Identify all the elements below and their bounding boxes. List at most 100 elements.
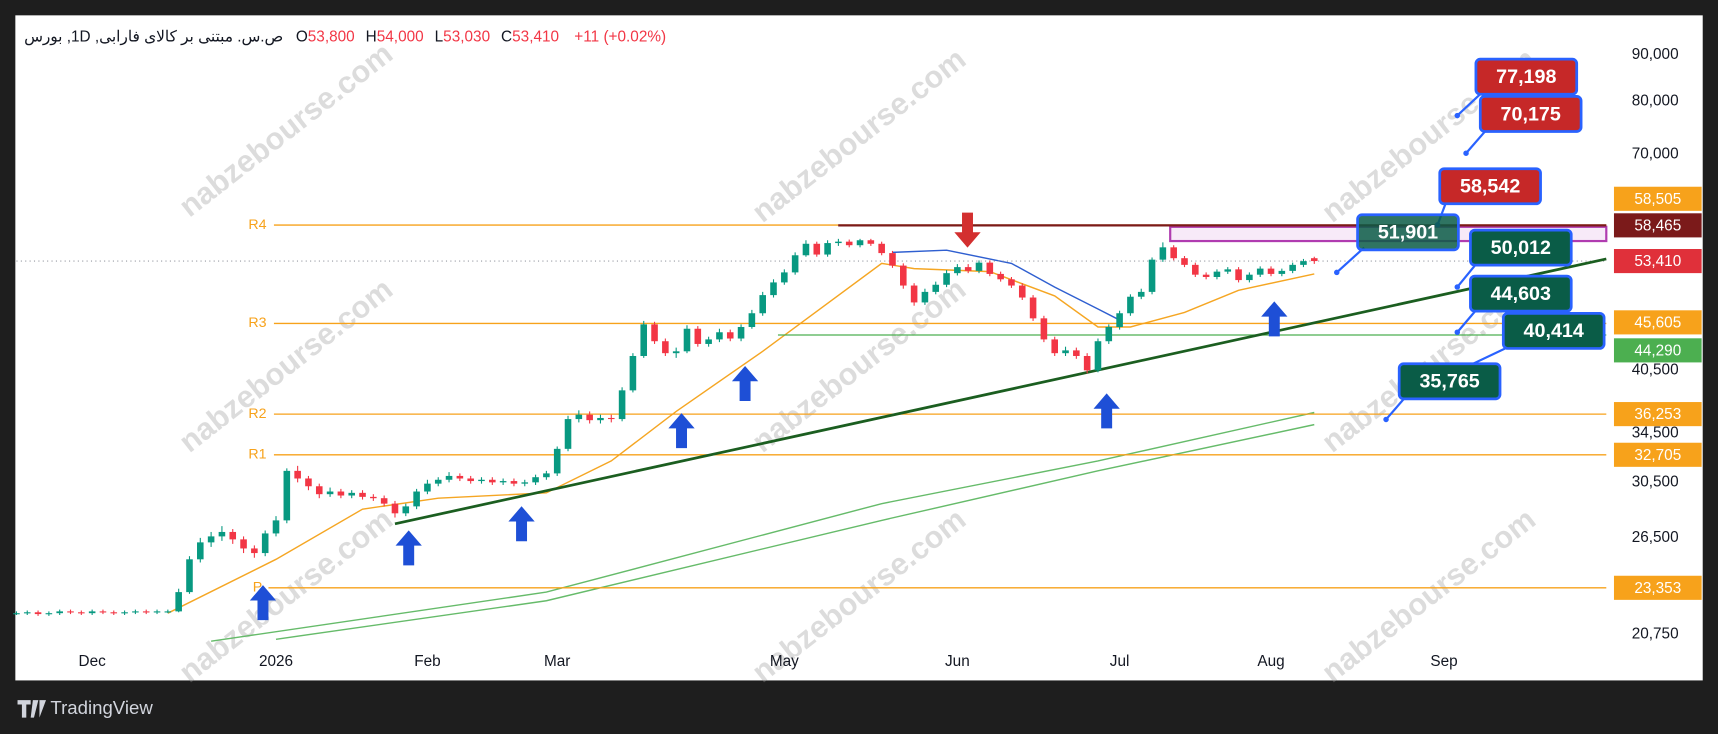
candle-body (1040, 318, 1048, 340)
candle-body (802, 243, 810, 256)
candle-body (932, 284, 940, 292)
candle-body (662, 341, 669, 354)
candle-body (380, 498, 388, 504)
x-tick-label: Dec (79, 653, 107, 670)
candle-body (467, 478, 474, 482)
callout-pointer (1465, 128, 1488, 154)
candle-body (705, 339, 712, 344)
price-label: 45,605 (1634, 315, 1681, 332)
ohlc-key: L (434, 27, 444, 45)
price-label: 58,505 (1634, 191, 1681, 208)
candle-body (975, 262, 983, 271)
candle-body (1246, 274, 1253, 281)
candle-body (943, 273, 950, 285)
candle-body (326, 491, 334, 495)
candle-body (910, 285, 918, 303)
callout-box (1501, 312, 1606, 350)
callout-label: 51,901 (1378, 222, 1438, 244)
callout-dot (1383, 416, 1389, 423)
callout-dot (1454, 284, 1461, 290)
callout-label: 77,198 (1496, 66, 1556, 88)
y-tick-label: 20,750 (1632, 626, 1679, 643)
candle-body (737, 326, 745, 339)
candle-body (99, 611, 107, 613)
price-label-box (1613, 249, 1702, 274)
moving-average (211, 411, 1315, 642)
candle-body (1127, 296, 1134, 314)
candle-body (813, 243, 821, 255)
candle-body (553, 448, 561, 474)
callout-label: 35,765 (1419, 371, 1479, 393)
candle-body (359, 492, 366, 497)
y-tick-label: 30,500 (1632, 473, 1679, 490)
y-tick-label: 70,000 (1632, 145, 1679, 162)
callout-dot (1334, 269, 1340, 276)
callout-pointer (1385, 395, 1407, 421)
x-tick-label: May (770, 653, 799, 670)
candle-body (748, 313, 756, 327)
candle-body (759, 295, 766, 314)
up-arrow (508, 506, 535, 542)
candle-body (586, 414, 593, 421)
level-name: P (253, 580, 263, 596)
candle-body (56, 611, 63, 614)
candle-body (424, 483, 431, 492)
candle-body (672, 351, 680, 354)
candle-body (543, 473, 550, 478)
candle-body (1051, 339, 1058, 354)
candle-body (1137, 291, 1145, 297)
candle-body (770, 282, 777, 296)
candle-body (1116, 313, 1123, 327)
ohlc-value: 53,030 (443, 27, 491, 45)
candle-body (1235, 269, 1242, 281)
candle-body (1213, 271, 1221, 277)
candle-body (315, 486, 323, 495)
candle-body (835, 241, 842, 244)
callout-dot (1454, 329, 1461, 335)
candle-body (413, 491, 420, 507)
moving-average (275, 423, 1315, 640)
price-label-box (1613, 338, 1702, 363)
candle-body (1310, 258, 1318, 262)
candle-body (1148, 259, 1156, 292)
candle-body (164, 611, 172, 613)
price-label: 32,705 (1634, 447, 1681, 464)
candle-body (921, 291, 929, 303)
callout-box (1478, 95, 1583, 133)
candle-body (640, 324, 648, 356)
callout-box (1397, 362, 1502, 401)
chart-panel (15, 15, 1703, 681)
y-tick-label: 26,500 (1632, 529, 1679, 546)
candle-body (1267, 268, 1275, 274)
callout-box (1469, 274, 1573, 313)
candle-body (337, 491, 345, 496)
x-tick-label: Mar (544, 653, 570, 670)
level-name: R2 (248, 406, 266, 422)
brand-logo (17, 700, 47, 718)
candle-body (489, 479, 496, 483)
level-name: R1 (248, 447, 266, 463)
candle-body (564, 419, 572, 449)
moving-average (167, 262, 1315, 614)
candle-body (283, 470, 291, 521)
candle-body (23, 612, 31, 614)
price-label-box (1613, 213, 1702, 238)
candle-body (153, 611, 161, 613)
up-arrow (668, 413, 695, 449)
ohlc-key: H (365, 27, 377, 45)
price-label: 36,253 (1634, 406, 1681, 423)
candle-body (629, 355, 637, 391)
candle-body (651, 324, 658, 342)
callout-box (1469, 228, 1573, 267)
candle-body (964, 267, 972, 271)
candle-body (1062, 350, 1069, 354)
candle-body (261, 533, 269, 554)
candle-body (445, 475, 453, 480)
ohlc-value: 53,800 (307, 27, 355, 45)
candle-body (1192, 264, 1199, 275)
ohlc-value: 53,410 (512, 27, 560, 45)
candle-body (597, 417, 604, 421)
candle-body (867, 240, 875, 244)
candle-body (391, 503, 399, 514)
